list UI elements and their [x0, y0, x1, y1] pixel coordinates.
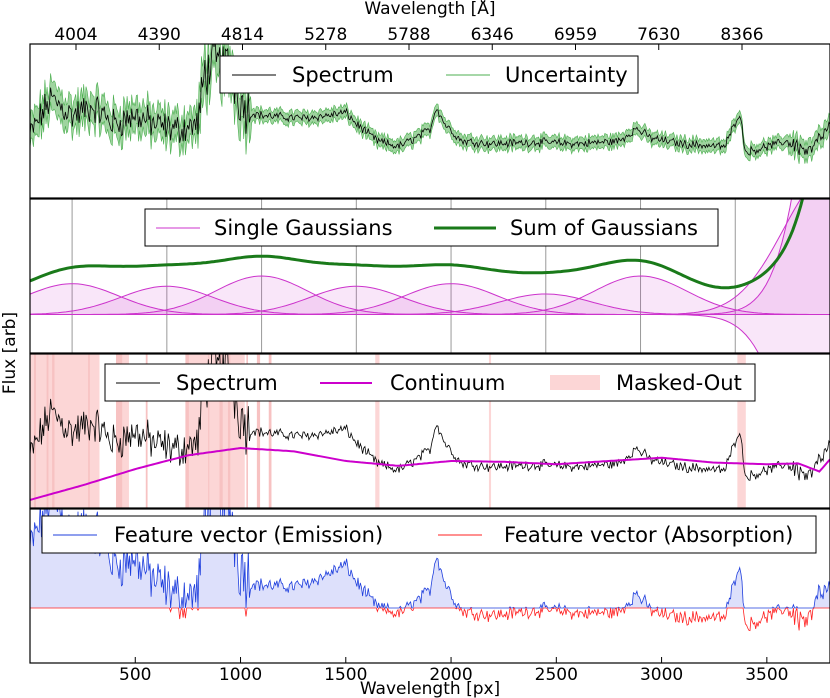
- bottom-tick-label: 1500: [324, 665, 367, 685]
- legend-label-sum-of-gaussians: Sum of Gaussians: [510, 216, 698, 240]
- features-panel-frame: [29, 508, 830, 664]
- top-tick-label: 8366: [720, 25, 763, 45]
- masked-out-stripe: [115, 354, 120, 508]
- masked-out-region: [488, 354, 492, 508]
- continuum-legend: Spectrum Continuum Masked-Out: [104, 363, 756, 402]
- gaussians-legend: Single Gaussians Sum of Gaussians: [144, 208, 719, 247]
- features-panel: [29, 508, 830, 664]
- single-gaussian-fill: [30, 283, 830, 315]
- single-gaussian-fill: [30, 276, 830, 315]
- y-axis-title: Flux [arb]: [0, 312, 20, 394]
- legend-label-uncertainty: Uncertainty: [505, 63, 628, 87]
- masked-out-stripe: [227, 354, 231, 508]
- masked-out-region: [375, 354, 380, 508]
- bottom-x-axis: 500 1000 1500 2000 2500 3000 3500: [119, 657, 788, 685]
- top-tick-label: 4814: [221, 25, 264, 45]
- gaussians-panel-frame: [29, 198, 830, 354]
- legend-box: [41, 515, 817, 554]
- single-gaussian-fill: [30, 314, 830, 353]
- legend-box: [144, 208, 719, 247]
- top-tick-label: 5278: [304, 25, 347, 45]
- single-gaussian-fill: [30, 286, 830, 315]
- bottom-tick-label: 1000: [219, 665, 262, 685]
- masked-out-stripe: [118, 354, 123, 508]
- legend-box: [219, 55, 639, 94]
- legend-label-single-gaussians: Single Gaussians: [214, 216, 393, 240]
- legend-label-spectrum: Spectrum: [176, 371, 278, 395]
- top-x-axis: 4004 4390 4814 5278 5788 6346 6959 7630 8366: [54, 25, 764, 50]
- top-tick-label: 7630: [637, 25, 680, 45]
- masked-out-stripe: [185, 354, 189, 508]
- top-tick-label: 4004: [54, 25, 97, 45]
- absorption-line: [30, 606, 830, 632]
- top-tick-label: 4390: [138, 25, 181, 45]
- spectrum-line: [30, 44, 830, 156]
- masked-out-stripe: [88, 354, 90, 508]
- top-tick-label: 6346: [471, 25, 514, 45]
- single-gaussian-fill: [30, 283, 830, 315]
- single-gaussian-line: [30, 199, 792, 315]
- legend-label-spectrum: Spectrum: [292, 63, 394, 87]
- bottom-tick-label: 2000: [429, 665, 472, 685]
- legend-label-continuum: Continuum: [390, 371, 505, 395]
- legend-box: [104, 363, 756, 402]
- top-axis-title: Wavelength [Å]: [364, 0, 495, 19]
- single-gaussian-fill: [30, 199, 830, 315]
- continuum-panel-frame: [29, 353, 830, 509]
- top-tick-label: 5788: [387, 25, 430, 45]
- legend-label-masked-out: Masked-Out: [616, 371, 742, 395]
- single-gaussian-fill: [30, 276, 830, 315]
- gaussians-panel: [29, 198, 830, 354]
- sum-of-gaussians-line: [30, 199, 805, 290]
- legend-label-absorption: Feature vector (Absorption): [504, 523, 793, 547]
- legend-swatch-masked-out: [550, 375, 600, 390]
- features-legend: Feature vector (Emission) Feature vector…: [41, 515, 817, 554]
- bottom-tick-label: 3500: [745, 665, 788, 685]
- emission-line: [30, 509, 830, 610]
- masked-out-stripe: [208, 354, 210, 508]
- spectrum-line: [30, 354, 830, 481]
- single-gaussian-fill: [30, 286, 830, 315]
- legend-label-emission: Feature vector (Emission): [114, 523, 383, 547]
- masked-out-stripe: [52, 354, 55, 508]
- masked-out-stripe: [46, 354, 49, 508]
- masked-out-stripe: [34, 354, 36, 508]
- spectrum-panel: [29, 43, 830, 199]
- continuum-line: [30, 446, 830, 501]
- single-gaussian-fill: [30, 199, 830, 315]
- bottom-tick-label: 2500: [535, 665, 578, 685]
- bottom-axis-title: Wavelength [px]: [360, 679, 500, 698]
- masked-out-stripe: [219, 354, 223, 508]
- spectrum-legend: Spectrum Uncertainty: [219, 55, 639, 94]
- bottom-tick-label: 500: [119, 665, 151, 685]
- bottom-tick-label: 3000: [640, 665, 683, 685]
- top-tick-label: 6959: [554, 25, 597, 45]
- masked-out-region: [737, 354, 746, 508]
- spectrum-panel-frame: [29, 43, 830, 199]
